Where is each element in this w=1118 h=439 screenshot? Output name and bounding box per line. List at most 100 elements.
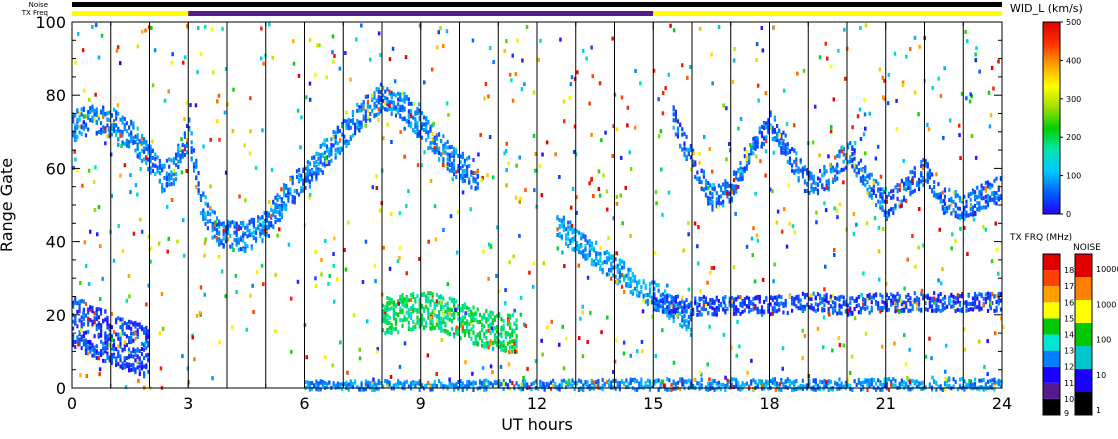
echo-cell (435, 322, 438, 327)
echo-cell (900, 382, 903, 387)
echo-cell (909, 180, 912, 185)
echo-cell (905, 305, 908, 310)
echo-cell (606, 207, 609, 212)
echo-cell (403, 126, 406, 131)
echo-cell (386, 320, 389, 325)
echo-cell (448, 307, 451, 312)
echo-cell (376, 347, 379, 352)
echo-cell (967, 294, 970, 299)
echo-cell (653, 292, 656, 297)
echo-cell (106, 355, 109, 360)
echo-cell (172, 157, 175, 162)
echo-cell (487, 328, 490, 333)
echo-cell (515, 347, 518, 352)
echo-cell (183, 152, 186, 157)
echo-cell (885, 382, 888, 387)
echo-cell (222, 243, 225, 248)
echo-cell (302, 167, 305, 172)
echo-cell (136, 322, 139, 327)
echo-cell (773, 137, 776, 142)
echo-cell (737, 184, 740, 189)
echo-cell (806, 171, 809, 176)
echo-cell (100, 339, 103, 344)
echo-cell (147, 157, 150, 162)
echo-cell (362, 387, 365, 392)
echo-cell (478, 312, 482, 317)
echo-cell (810, 306, 813, 311)
echo-cell (325, 160, 328, 165)
echo-cell (997, 187, 1000, 192)
echo-cell (440, 152, 443, 157)
echo-cell (293, 199, 296, 204)
echo-cell (644, 380, 647, 385)
echo-cell (504, 331, 507, 336)
echo-cell (877, 301, 880, 306)
echo-cell (698, 177, 701, 182)
echo-cell (165, 171, 168, 176)
echo-cell (633, 379, 637, 384)
echo-cell (192, 162, 196, 167)
echo-cell (906, 257, 909, 262)
echo-cell (82, 317, 85, 322)
echo-cell (879, 205, 882, 210)
echo-cell (440, 139, 443, 144)
echo-cell (679, 322, 682, 327)
echo-cell (435, 133, 438, 138)
echo-cell (724, 189, 727, 194)
echo-cell (435, 299, 438, 304)
echo-cell (868, 381, 871, 386)
echo-cell (752, 302, 755, 307)
echo-cell (474, 338, 477, 343)
echo-cell (463, 162, 466, 167)
echo-cell (412, 291, 415, 296)
echo-cell (326, 162, 329, 167)
echo-cell (180, 137, 183, 142)
echo-cell (407, 308, 410, 313)
echo-cell (474, 317, 477, 322)
echo-cell (829, 304, 832, 309)
echo-cell (401, 310, 404, 315)
echo-cell (311, 174, 314, 179)
echo-cell (106, 318, 109, 323)
echo-cell (504, 335, 507, 340)
echo-cell (478, 335, 482, 340)
echo-cell (158, 165, 161, 170)
echo-cell (123, 127, 126, 132)
echo-cell (872, 188, 875, 193)
echo-cell (648, 382, 652, 387)
echo-cell (883, 212, 886, 217)
echo-cell (913, 166, 916, 171)
echo-cell (862, 181, 865, 186)
echo-cell (272, 212, 275, 217)
echo-cell (708, 147, 711, 151)
echo-cell (903, 333, 906, 338)
echo-cell (399, 306, 402, 311)
echo-cell (403, 300, 406, 305)
echo-cell (112, 123, 116, 128)
echo-cell (296, 108, 300, 113)
echo-cell (785, 244, 789, 249)
echo-cell (457, 164, 460, 169)
echo-cell (472, 330, 475, 335)
echo-cell (926, 173, 929, 178)
echo-cell (515, 344, 518, 349)
echo-cell (806, 386, 809, 391)
echo-cell (580, 250, 583, 255)
echo-cell (323, 142, 327, 147)
echo-cell (812, 379, 815, 384)
echo-cell (639, 81, 642, 86)
echo-cell (390, 306, 393, 311)
echo-cell (771, 125, 774, 130)
echo-cell (978, 193, 981, 198)
echo-cell (459, 176, 462, 181)
echo-cell (246, 234, 249, 239)
echo-cell (91, 343, 94, 348)
echo-cell (913, 35, 917, 40)
echo-cell (612, 378, 615, 383)
echo-cell (389, 211, 393, 216)
echo-cell (537, 386, 540, 391)
echo-cell (743, 168, 746, 173)
echo-cell (100, 110, 103, 115)
echo-cell (119, 337, 122, 342)
echo-cell (313, 171, 316, 176)
